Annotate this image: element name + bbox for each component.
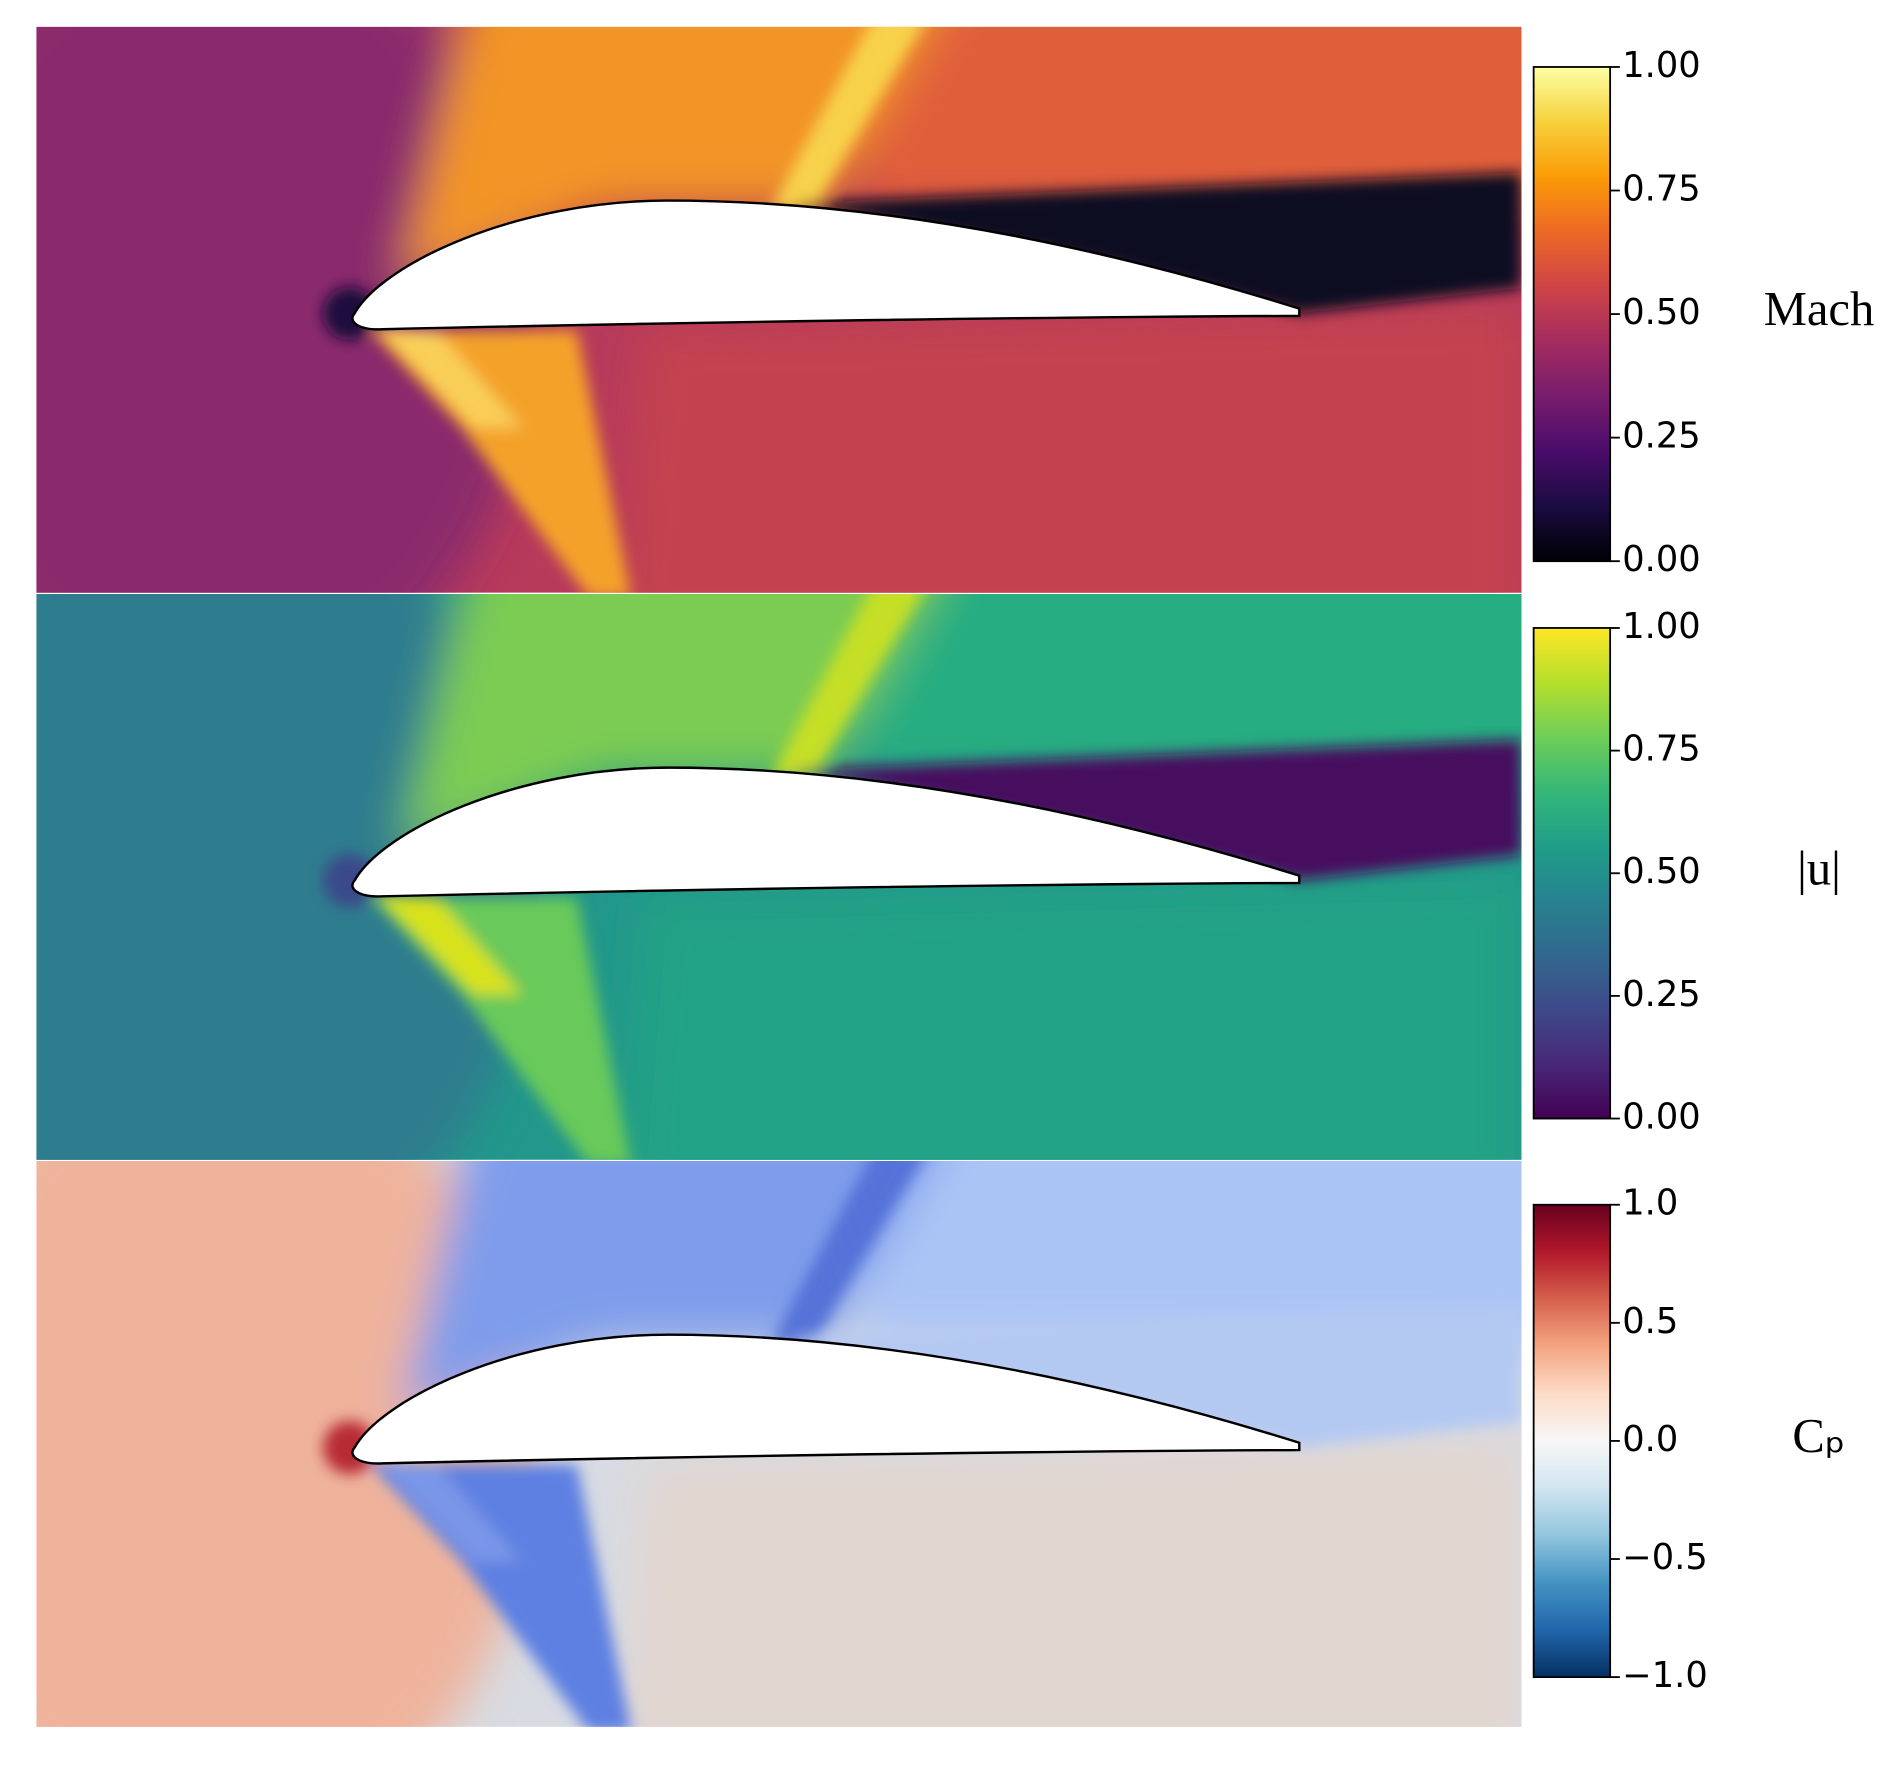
wake xyxy=(789,172,1522,314)
colorbar xyxy=(1532,66,1612,563)
shock xyxy=(376,895,523,995)
colorbar-label: Cₚ xyxy=(1792,1409,1845,1463)
field-panel xyxy=(36,1161,1522,1727)
colorbar-tick-label: 1.00 xyxy=(1622,606,1700,647)
field-panel xyxy=(36,593,1522,1160)
airfoil xyxy=(351,1333,1301,1465)
colorbar-tick-label: −1.0 xyxy=(1622,1655,1707,1696)
field-region xyxy=(370,1464,631,1727)
colorbar-label: Mach xyxy=(1764,282,1875,336)
field-region xyxy=(36,593,535,1160)
airfoil xyxy=(351,766,1301,898)
colorbar-tick-label: 0.25 xyxy=(1622,416,1700,457)
colorbar-tick-label: 1.00 xyxy=(1622,45,1700,86)
field-panel xyxy=(36,26,1522,593)
colorbar-tick-label: 1.0 xyxy=(1622,1183,1678,1224)
shock xyxy=(376,328,523,428)
colorbar-tick-label: 0.75 xyxy=(1622,169,1700,210)
colorbar-tick-label: 0.50 xyxy=(1622,851,1700,892)
field-region xyxy=(370,897,631,1160)
colorbar xyxy=(1532,627,1612,1120)
shock xyxy=(771,593,922,777)
colorbar-tick-label: 0.00 xyxy=(1622,1097,1700,1138)
colorbar xyxy=(1532,1203,1612,1679)
shock xyxy=(771,1161,922,1344)
field-region xyxy=(36,26,535,593)
field-region xyxy=(622,1440,1522,1727)
field-region xyxy=(622,306,1522,593)
colorbar-label: |u| xyxy=(1797,841,1841,895)
colorbar-tick-label: 0.25 xyxy=(1622,974,1700,1015)
field-region xyxy=(36,1161,535,1727)
wake xyxy=(789,1306,1522,1448)
colorbar-tick-label: 0.5 xyxy=(1622,1301,1678,1342)
airfoil xyxy=(351,199,1301,331)
field-region xyxy=(622,873,1522,1160)
colorbar-tick-label: 0.50 xyxy=(1622,292,1700,333)
wake xyxy=(789,739,1522,881)
colorbar-tick-label: 0.0 xyxy=(1622,1419,1678,1460)
shock xyxy=(771,26,922,210)
field-region xyxy=(370,330,631,593)
colorbar-tick-label: −0.5 xyxy=(1622,1537,1707,1578)
colorbar-tick-label: 0.75 xyxy=(1622,729,1700,770)
colorbar-tick-label: 0.00 xyxy=(1622,539,1700,580)
shock xyxy=(376,1462,523,1562)
